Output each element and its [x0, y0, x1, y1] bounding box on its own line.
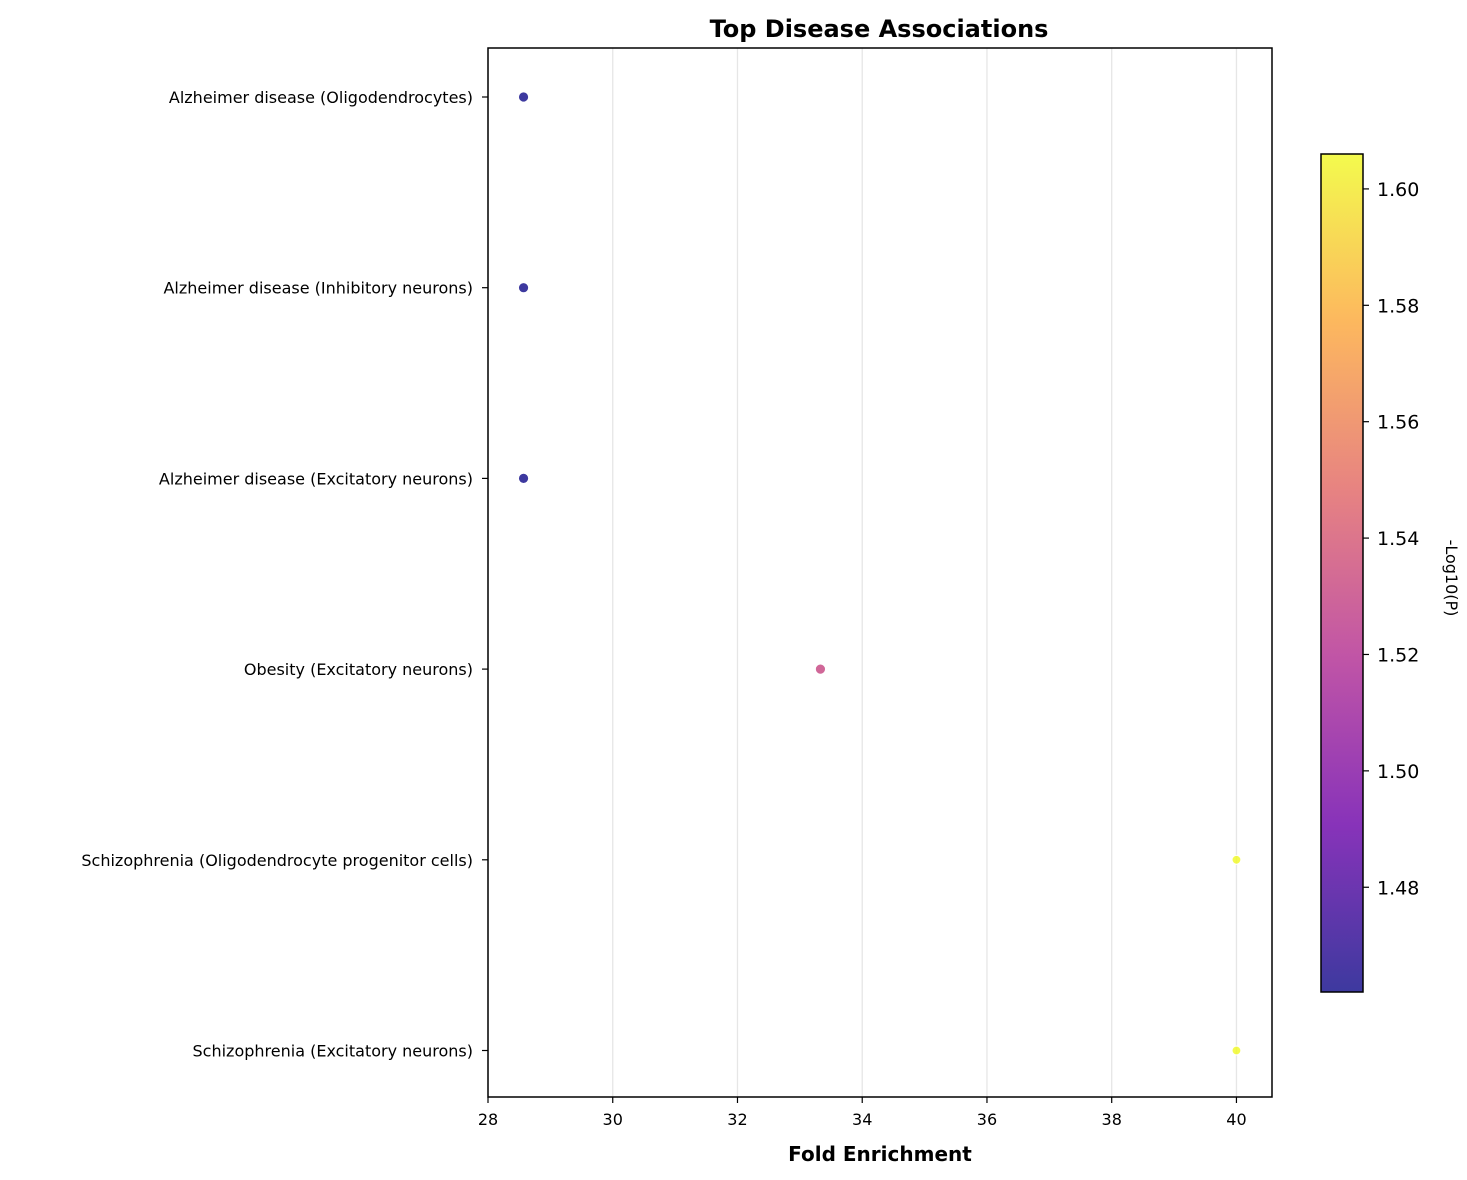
colorbar-tick-label: 1.58: [1377, 295, 1419, 317]
x-tick-label: 40: [1226, 1110, 1246, 1129]
data-point: [517, 91, 530, 103]
colorbar-tick-label: 1.52: [1377, 644, 1419, 666]
y-tick-label: Schizophrenia (Excitatory neurons): [193, 1042, 473, 1061]
x-tick-label: 38: [1102, 1110, 1122, 1129]
plot-frame: [487, 47, 1273, 1098]
y-tick-label: Alzheimer disease (Inhibitory neurons): [163, 279, 473, 298]
colorbar: 1.48 1.50 1.52 1.54 1.56 1.58 1.60: [1320, 153, 1419, 993]
x-tick-label: 34: [852, 1110, 872, 1129]
data-point: [1231, 1045, 1242, 1056]
y-tick-label: Alzheimer disease (Oligodendrocytes): [169, 88, 473, 107]
data-point: [1231, 854, 1242, 865]
colorbar-tick-label: 1.48: [1377, 877, 1419, 899]
data-point: [814, 663, 827, 675]
y-tick-label: Alzheimer disease (Excitatory neurons): [159, 469, 473, 488]
x-tick-label: 28: [478, 1110, 498, 1129]
colorbar-tick-label: 1.56: [1377, 412, 1419, 434]
grid: [487, 48, 1238, 1097]
y-axis: Alzheimer disease (Oligodendrocytes) Alzh…: [81, 88, 488, 1061]
colorbar-tick-label: 1.50: [1377, 761, 1419, 783]
chart-title: Top Disease Associations: [710, 15, 1049, 43]
colorbar-tick-label: 1.54: [1377, 528, 1419, 550]
scatter-points: [517, 91, 1242, 1056]
x-axis: 28 30 32 34 36 38 40: [478, 1097, 1247, 1129]
colorbar-label: -Log10(P): [1442, 540, 1461, 617]
y-tick-label: Obesity (Excitatory neurons): [244, 660, 473, 679]
data-point: [517, 281, 530, 294]
colorbar-gradient: [1320, 153, 1364, 993]
colorbar-tick-label: 1.60: [1377, 179, 1419, 201]
x-axis-label: Fold Enrichment: [788, 1142, 972, 1166]
x-tick-label: 36: [977, 1110, 997, 1129]
x-tick-label: 30: [603, 1110, 623, 1129]
y-tick-label: Schizophrenia (Oligodendrocyte progenito…: [81, 851, 473, 870]
x-tick-label: 32: [727, 1110, 747, 1129]
data-point: [517, 472, 530, 485]
